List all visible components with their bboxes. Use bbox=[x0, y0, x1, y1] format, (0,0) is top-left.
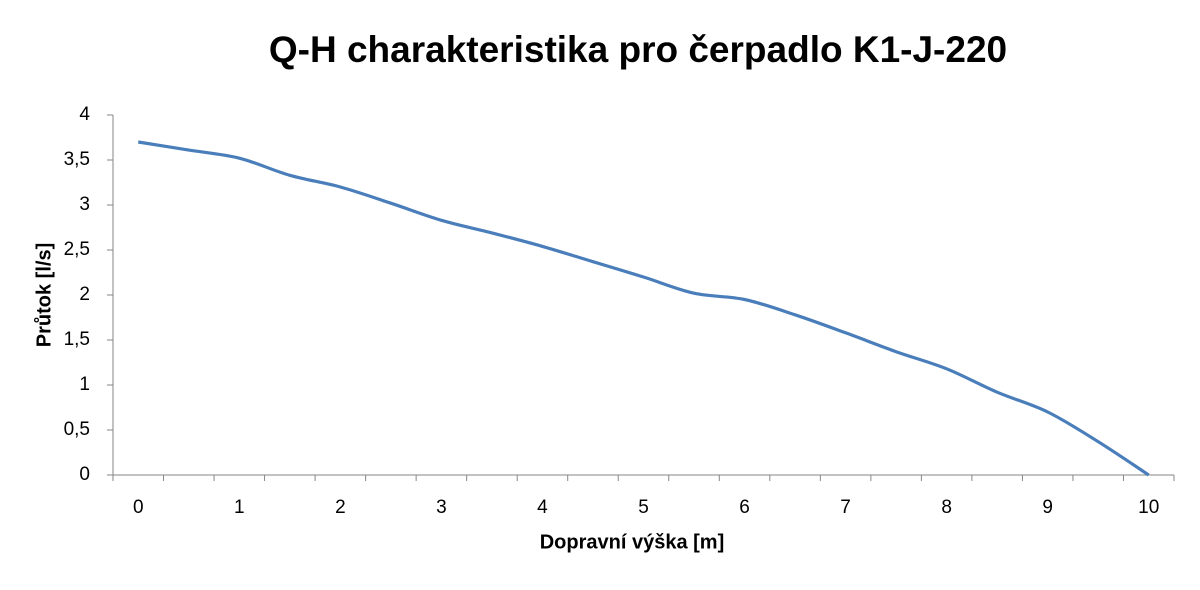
x-tick-label: 6 bbox=[739, 497, 750, 518]
x-tick-label: 7 bbox=[840, 497, 851, 518]
y-tick-label: 3,5 bbox=[64, 149, 90, 170]
y-tick-label: 0,5 bbox=[64, 419, 90, 440]
x-tick-label: 1 bbox=[234, 497, 245, 518]
data-line bbox=[138, 140, 1150, 477]
y-tick-label: 1 bbox=[79, 374, 90, 395]
y-tick-label: 2 bbox=[79, 284, 90, 305]
y-tick-label: 0 bbox=[79, 464, 90, 485]
x-tick-label: 4 bbox=[537, 497, 548, 518]
x-tick-label: 9 bbox=[1042, 497, 1053, 518]
y-axis-title: Průtok [l/s] bbox=[33, 243, 55, 347]
x-tick-label: 0 bbox=[133, 497, 144, 518]
x-tick-label: 5 bbox=[638, 497, 649, 518]
x-axis-title: Dopravní výška [m] bbox=[540, 531, 725, 553]
x-tick-label: 8 bbox=[941, 497, 952, 518]
chart-title: Q-H charakteristika pro čerpadlo K1-J-22… bbox=[269, 29, 1007, 70]
y-tick-label: 1,5 bbox=[64, 329, 90, 350]
y-tick-label: 4 bbox=[79, 104, 90, 125]
x-tick-label: 2 bbox=[335, 497, 346, 518]
x-tick-label: 10 bbox=[1138, 497, 1159, 518]
y-tick-label: 3 bbox=[79, 194, 90, 215]
y-tick-label: 2,5 bbox=[64, 239, 90, 260]
x-tick-label: 3 bbox=[436, 497, 447, 518]
